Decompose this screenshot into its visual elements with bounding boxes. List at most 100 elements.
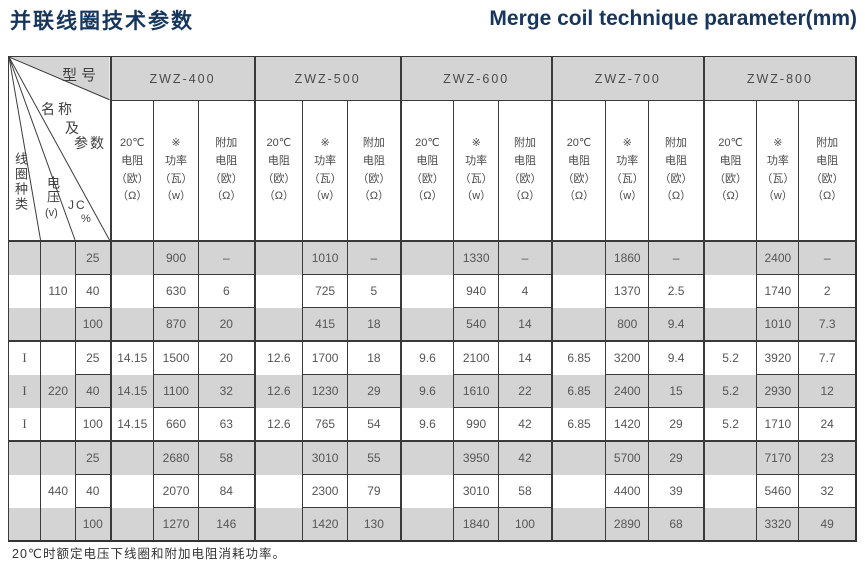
extra-resistance-header-line: （Ω） [660, 190, 692, 203]
power-cell: 5460 [756, 474, 800, 508]
extra-resistance-header-line: 附加 [362, 137, 385, 150]
resistance-cell [109, 274, 155, 308]
power-header-line: （w） [310, 190, 341, 203]
resistance-header-line: （欧） [262, 172, 296, 185]
coil-type-cell [8, 240, 41, 275]
power-header-line: （瓦） [610, 172, 644, 185]
jc-percent-label: % [81, 213, 91, 225]
extra-resistance-cell: 32 [198, 374, 256, 408]
extra-resistance-header-line: （Ω） [211, 190, 242, 203]
extra-resistance-cell: 29 [648, 440, 705, 475]
extra-resistance-cell: 7.7 [798, 340, 857, 375]
resistance-header: 20℃ 电阻 （欧） （Ω） [399, 100, 455, 242]
extra-resistance-cell: 4 [498, 274, 553, 308]
power-cell: 3920 [756, 340, 800, 375]
extra-resistance-cell: 20 [198, 307, 256, 342]
power-cell: 1840 [453, 507, 500, 542]
resistance-header-line: 20℃ [415, 137, 440, 150]
power-header-line: （瓦） [308, 172, 342, 185]
extra-resistance-cell: 9.4 [648, 307, 705, 342]
extra-resistance-cell: 63 [198, 407, 256, 442]
resistance-header: 20℃ 电阻 （欧） （Ω） [702, 100, 758, 242]
resistance-cell [550, 440, 607, 475]
model-header: ZWZ-800 [702, 56, 857, 101]
coil-type-cell [8, 440, 41, 475]
resistance-cell [399, 274, 455, 308]
resistance-cell: 9.6 [399, 407, 455, 442]
extra-resistance-cell: 68 [648, 507, 705, 542]
extra-resistance-cell: 18 [347, 340, 402, 375]
and-label: 及 [65, 120, 79, 136]
extra-resistance-header-line: 电阻 [665, 154, 688, 167]
power-cell: 5700 [605, 440, 650, 475]
resistance-cell [702, 274, 758, 308]
extra-resistance-cell: – [347, 240, 402, 275]
power-cell: 3010 [453, 474, 500, 508]
resistance-header-line: 电阻 [719, 154, 742, 167]
power-header: ※ 功率 （瓦） （w） [302, 100, 349, 242]
resistance-cell [702, 240, 758, 275]
power-cell: 2070 [153, 474, 200, 508]
coil-type-cell [8, 307, 41, 342]
power-header-line: （w） [612, 190, 643, 203]
extra-resistance-cell: 54 [347, 407, 402, 442]
table-row: I 25 14.15 1500 20 12.6 1700 18 9.6 2100 14 6.85 320… [8, 340, 857, 375]
power-cell: 1610 [453, 374, 500, 408]
power-cell: 1100 [153, 374, 200, 408]
coil-type-cell [8, 474, 41, 508]
power-cell: 540 [453, 307, 500, 342]
extra-resistance-cell: 84 [198, 474, 256, 508]
extra-resistance-cell: 42 [498, 440, 553, 475]
power-cell: 1010 [756, 307, 800, 342]
extra-resistance-cell: 2 [798, 274, 857, 308]
extra-resistance-cell: 29 [648, 407, 705, 442]
power-cell: 765 [302, 407, 349, 442]
extra-resistance-header-line: （欧） [209, 172, 243, 185]
extra-resistance-header-line: （欧） [508, 172, 542, 185]
extra-resistance-cell: 15 [648, 374, 705, 408]
power-cell: 1710 [756, 407, 800, 442]
corner-diagonal-lines [9, 57, 110, 240]
extra-resistance-header-line: （欧） [659, 172, 693, 185]
power-header-line: 功率 [616, 154, 639, 167]
page-title-chinese: 并联线圈技术参数 [10, 10, 194, 33]
power-header-line: ※ [622, 137, 632, 150]
resistance-header-line: （Ω） [117, 190, 148, 203]
power-cell: 1860 [605, 240, 650, 275]
resistance-cell [109, 474, 155, 508]
power-header-line: ※ [471, 137, 481, 150]
resistance-cell [253, 307, 304, 342]
power-cell: 2400 [756, 240, 800, 275]
resistance-cell: 5.2 [702, 407, 758, 442]
resistance-cell: 12.6 [253, 374, 304, 408]
power-header-line: （瓦） [761, 172, 795, 185]
table-row: 25 2680 58 3010 55 3950 42 5700 29 7170 23 [8, 440, 857, 475]
power-cell: 900 [153, 240, 200, 275]
corner-header-cell: 型号 名称 及 参数 线圈种类 电压 (v) JC % [8, 56, 111, 242]
power-cell: 940 [453, 274, 500, 308]
power-header-line: 功率 [766, 154, 789, 167]
power-header-line: 功率 [165, 154, 188, 167]
extra-resistance-header-line: 电阻 [513, 154, 536, 167]
extra-resistance-header-line: 电阻 [362, 154, 385, 167]
extra-resistance-cell: 23 [798, 440, 857, 475]
resistance-header-line: （Ω） [263, 190, 294, 203]
resistance-cell [550, 474, 607, 508]
voltage-cell [40, 440, 76, 475]
resistance-header-line: （欧） [410, 172, 444, 185]
resistance-cell: 6.85 [550, 374, 607, 408]
power-cell: 800 [605, 307, 650, 342]
coil-type-cell: I [8, 340, 41, 375]
power-cell: 1420 [605, 407, 650, 442]
resistance-cell: 6.85 [550, 340, 607, 375]
power-cell: 4400 [605, 474, 650, 508]
coil-type-cell: I [8, 407, 41, 442]
extra-resistance-cell: 18 [347, 307, 402, 342]
power-header-line: （w） [762, 190, 793, 203]
extra-resistance-cell: 29 [347, 374, 402, 408]
resistance-cell [550, 274, 607, 308]
jc-label: JC [68, 198, 87, 212]
power-cell: 1270 [153, 507, 200, 542]
voltage-cell: 220 [40, 374, 76, 408]
voltage-cell [40, 507, 76, 542]
